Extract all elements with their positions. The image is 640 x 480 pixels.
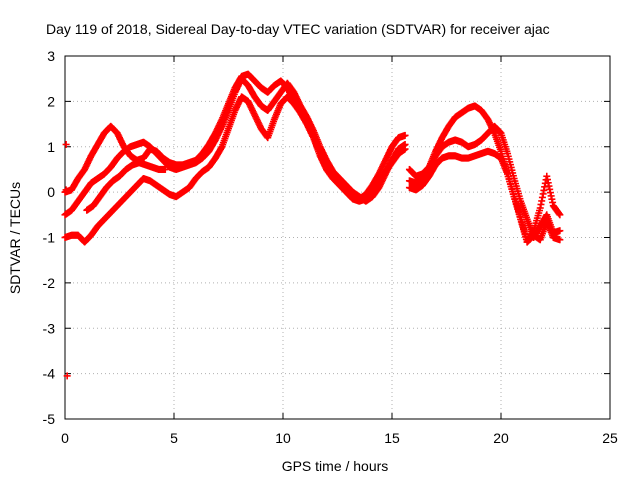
grid-lines xyxy=(65,56,610,419)
y-tick-label: -1 xyxy=(43,230,56,246)
x-tick-label: 25 xyxy=(602,430,618,446)
y-tick-label: -2 xyxy=(43,275,56,291)
y-tick-label: 3 xyxy=(47,48,55,64)
data-markers xyxy=(61,70,564,380)
y-axis-label: SDTVAR / TECUs xyxy=(7,182,23,294)
x-tick-label: 0 xyxy=(61,430,69,446)
data-point xyxy=(62,186,70,194)
series-track-f xyxy=(405,122,564,241)
y-tick-label: 2 xyxy=(47,93,55,109)
x-tick-label: 20 xyxy=(493,430,509,446)
data-point xyxy=(62,140,70,148)
chart-title: Day 119 of 2018, Sidereal Day-to-day VTE… xyxy=(46,21,550,37)
data-point xyxy=(63,372,71,380)
data-point xyxy=(556,211,564,219)
x-tick-label: 15 xyxy=(384,430,400,446)
series-track-d xyxy=(83,159,169,214)
data-point xyxy=(161,165,169,173)
series-isolated-points xyxy=(62,140,71,380)
y-tick-label: -3 xyxy=(43,320,56,336)
y-tick-label: 1 xyxy=(47,139,55,155)
data-point xyxy=(556,227,564,235)
x-tick-label: 5 xyxy=(170,430,178,446)
data-point xyxy=(556,236,564,244)
data-point xyxy=(401,145,409,153)
axis-ticks: 0 5 10 15 20 25 -5 -4 -3 -2 -1 0 1 2 3 xyxy=(43,48,618,446)
series-track-b xyxy=(61,75,409,219)
x-axis-label: GPS time / hours xyxy=(282,458,389,474)
y-tick-label: -5 xyxy=(43,411,56,427)
y-tick-label: -4 xyxy=(43,366,56,382)
series-track-g xyxy=(405,147,564,246)
data-point xyxy=(401,131,409,139)
x-tick-label: 10 xyxy=(275,430,291,446)
series-track-c xyxy=(61,93,409,246)
y-tick-label: 0 xyxy=(47,184,55,200)
